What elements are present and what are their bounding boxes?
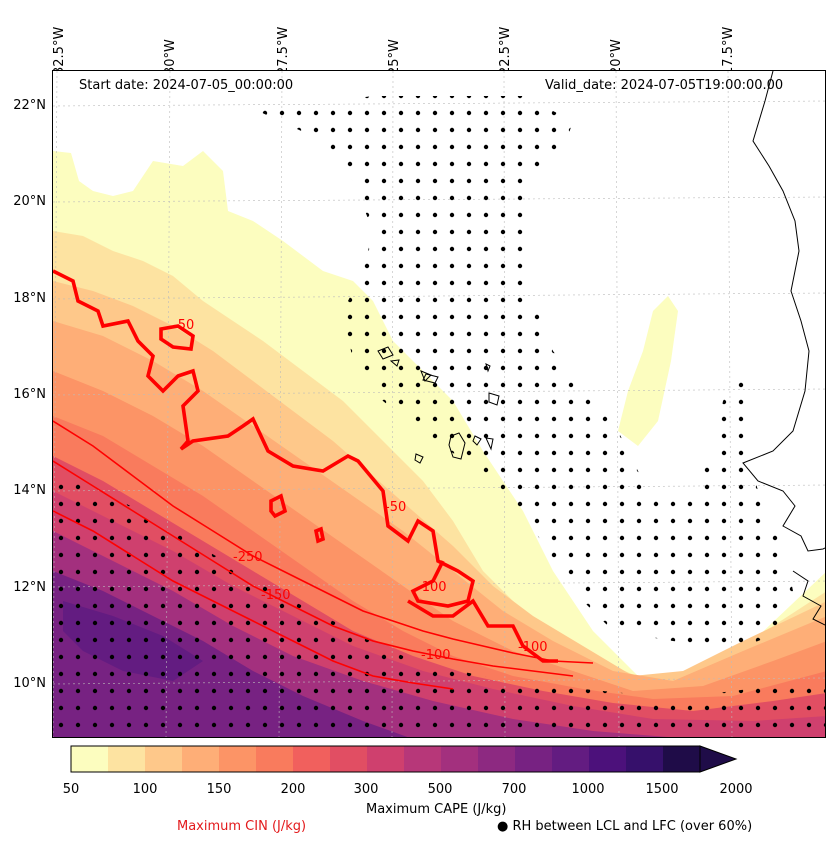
cb-tick-100: 100 xyxy=(132,782,158,797)
lat-label-20n: 20°N xyxy=(13,194,46,209)
rh-dots-north xyxy=(258,96,793,651)
map-svg: -50 -50 -250 -150 -100 -100 -100 xyxy=(53,71,825,737)
lat-label-16n: 16°N xyxy=(13,387,46,402)
start-date-text: Start date: 2024-07-05_00:00:00 xyxy=(79,78,294,93)
cin-contours xyxy=(53,269,594,690)
lon-label-17.5w: 17.5°W xyxy=(721,26,736,75)
colorbar-segment xyxy=(145,746,182,772)
cape-verde-islands xyxy=(377,346,500,464)
lon-label-22.5w: 22.5°W xyxy=(498,26,513,75)
cb-tick-300: 300 xyxy=(353,782,379,797)
map-panel: -50 -50 -250 -150 -100 -100 -100 xyxy=(52,70,826,738)
colorbar-segment xyxy=(663,746,700,772)
valid-date-text: Valid_date: 2024-07-05T19:00:00.00 xyxy=(545,78,784,93)
cb-tick-2000: 2000 xyxy=(719,782,753,797)
colorbar-segment xyxy=(404,746,441,772)
cin-label-b: -50 xyxy=(385,500,406,515)
colorbar-outline xyxy=(70,745,701,773)
colorbar-segment xyxy=(182,746,219,772)
lon-label-32.5w: 32.5°W xyxy=(52,26,67,75)
cape-colorbar xyxy=(70,745,810,779)
cape-band-50-east xyxy=(618,296,678,446)
colorbar-title: Maximum CAPE (J/kg) xyxy=(366,802,507,817)
colorbar-segment xyxy=(441,746,478,772)
colorbar-segment xyxy=(515,746,552,772)
colorbar-segment xyxy=(71,746,108,772)
lat-label-14n: 14°N xyxy=(13,483,46,498)
cb-tick-700: 700 xyxy=(501,782,527,797)
africa-coastline xyxy=(742,71,825,552)
lat-label-18n: 18°N xyxy=(13,291,46,306)
africa-coastline-south xyxy=(792,570,825,626)
cin-label-d: -150 xyxy=(261,588,291,603)
rh-legend: ● RH between LCL and LFC (over 60%) xyxy=(497,819,753,834)
cb-tick-500: 500 xyxy=(427,782,453,797)
cb-tick-50: 50 xyxy=(62,782,80,797)
colorbar-segment xyxy=(552,746,589,772)
cin-label-c: -250 xyxy=(233,550,263,565)
colorbar-svg xyxy=(70,745,738,773)
cin-label-a: -50 xyxy=(173,318,194,333)
colorbar-segment xyxy=(219,746,256,772)
cb-tick-150: 150 xyxy=(206,782,232,797)
cb-tick-1000: 1000 xyxy=(571,782,605,797)
cb-tick-200: 200 xyxy=(280,782,306,797)
colorbar-extend-arrow xyxy=(699,745,738,773)
cin-label-f: -100 xyxy=(417,580,447,595)
lon-label-27.5w: 27.5°W xyxy=(276,26,291,75)
lat-label-10n: 10°N xyxy=(13,676,46,691)
lat-label-12n: 12°N xyxy=(13,580,46,595)
colorbar-segment xyxy=(367,746,404,772)
cin-label-e: -100 xyxy=(421,648,451,663)
colorbar-segment xyxy=(589,746,626,772)
colorbar-segment xyxy=(108,746,145,772)
rh-dots-southwest xyxy=(53,476,825,737)
cin-labels: -50 -50 -250 -150 -100 -100 -100 xyxy=(173,318,548,663)
colorbar-segment xyxy=(330,746,367,772)
cin-label-g: -100 xyxy=(518,640,548,655)
cin-legend: Maximum CIN (J/kg) xyxy=(177,819,307,834)
colorbar-segment xyxy=(478,746,515,772)
colorbar-segment xyxy=(256,746,293,772)
lat-label-22n: 22°N xyxy=(13,98,46,113)
colorbar-segment xyxy=(626,746,663,772)
cb-tick-1500: 1500 xyxy=(645,782,679,797)
colorbar-segment xyxy=(293,746,330,772)
